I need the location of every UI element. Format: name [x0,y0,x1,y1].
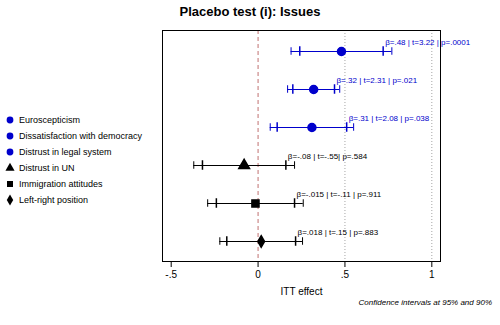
svg-text:β=.48 | t=3.22 | p=.0001: β=.48 | t=3.22 | p=.0001 [385,38,471,47]
svg-text:β=.018 | t=.15 | p=.883: β=.018 | t=.15 | p=.883 [298,228,379,237]
html-text:Euroscepticism: Euroscepticism [19,114,80,125]
html-text:Distrust in UN: Distrust in UN [19,162,75,173]
svg-text:.5: .5 [341,269,350,280]
html-text:Immigration attitudes: Immigration attitudes [19,178,103,189]
html-text:Placebo test (i): Issues: Placebo test (i): Issues [179,4,321,19]
html-text:Left-right position: Left-right position [19,194,88,205]
svg-text:β=.32 | t=2.31 | p=.021: β=.32 | t=2.31 | p=.021 [337,76,418,85]
svg-text:β=.31 | t=2.08 | p=.038: β=.31 | t=2.08 | p=.038 [349,114,430,123]
svg-text:β=-.08 | t=-.55| p=.584: β=-.08 | t=-.55| p=.584 [288,152,368,161]
svg-text:-.5: -.5 [165,269,177,280]
svg-text:1: 1 [429,269,435,280]
html-text:Distrust in legal system: Distrust in legal system [19,146,112,157]
html-text:Confidence intervals at 95% an: Confidence intervals at 95% and 90% [358,298,492,307]
svg-text:β=-.015 | t=-.11 | p=.911: β=-.015 | t=-.11 | p=.911 [297,190,382,199]
svg-text:0: 0 [255,269,261,280]
svg-text:ITT effect: ITT effect [281,286,323,297]
html-text:Dissatisfaction with democracy: Dissatisfaction with democracy [19,130,142,141]
